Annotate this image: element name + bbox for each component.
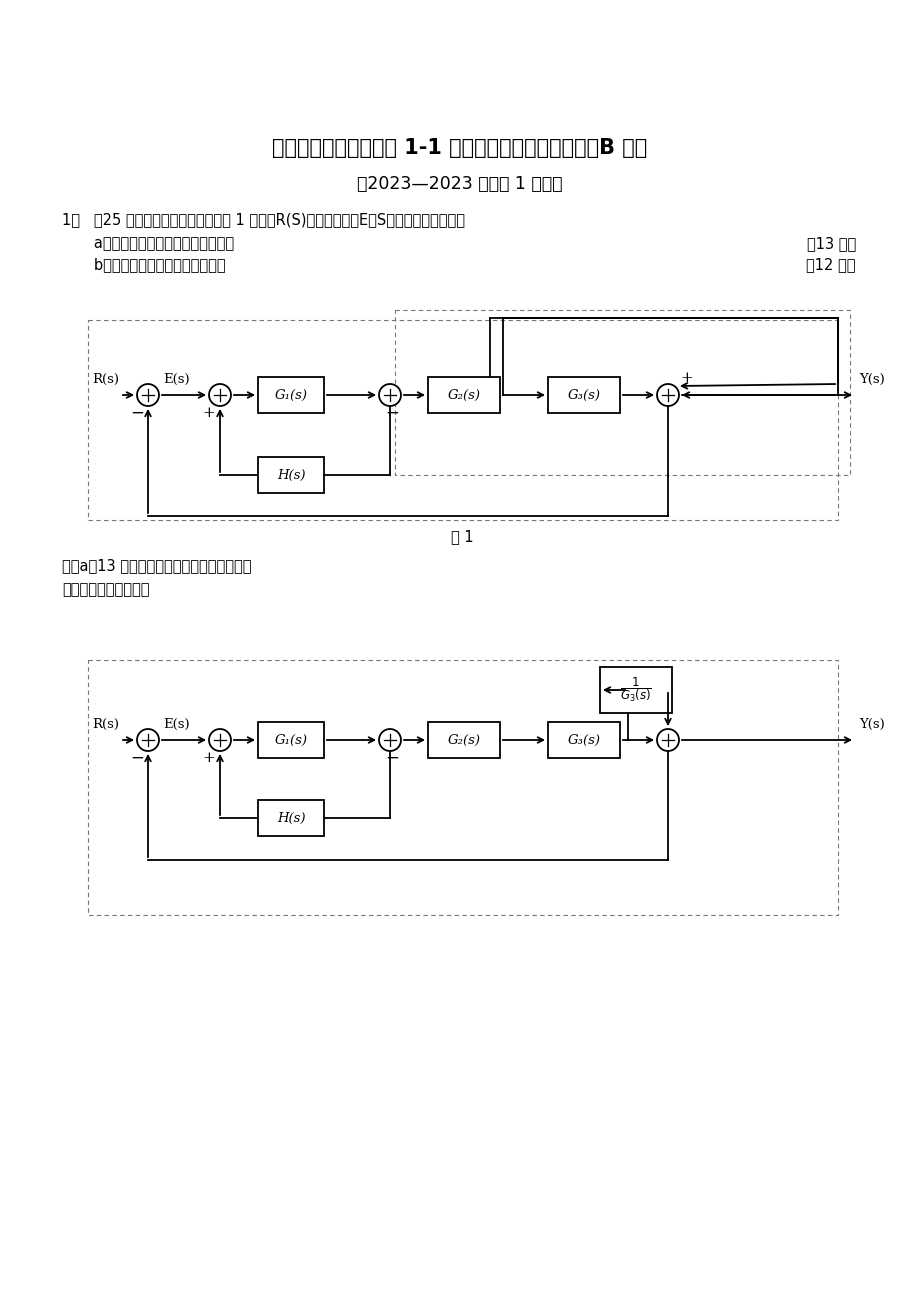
Bar: [394, 310, 849, 475]
Circle shape: [137, 729, 159, 751]
Text: 图 1: 图 1: [450, 530, 472, 545]
Circle shape: [379, 384, 401, 406]
Text: H(s): H(s): [277, 812, 305, 825]
Text: （2023—2023 学年第 1 学期）: （2023—2023 学年第 1 学期）: [357, 176, 562, 193]
Bar: [427, 377, 499, 412]
Text: H(s): H(s): [277, 468, 305, 481]
Circle shape: [137, 384, 159, 406]
Bar: [599, 667, 671, 713]
Text: −: −: [384, 749, 399, 766]
Text: a）求系统输入输出闭环传递函数；: a）求系统输入输出闭环传递函数；: [80, 237, 233, 251]
Bar: [548, 722, 619, 758]
Text: G₂(s): G₂(s): [447, 389, 480, 402]
Text: 四川大学自动控制原理 1-1 期末试题解答及评分标准（B 卷）: 四川大学自动控制原理 1-1 期末试题解答及评分标准（B 卷）: [272, 138, 647, 157]
Text: E(s): E(s): [163, 372, 189, 385]
Circle shape: [656, 384, 678, 406]
Text: 方法一：结构图化简法: 方法一：结构图化简法: [62, 583, 150, 597]
Bar: [88, 660, 837, 915]
Text: G₃(s): G₃(s): [567, 734, 600, 747]
Bar: [257, 722, 323, 758]
Text: （13 分）: （13 分）: [806, 237, 855, 251]
Bar: [88, 320, 837, 520]
Bar: [427, 722, 499, 758]
Text: −: −: [130, 749, 143, 766]
Text: G₁(s): G₁(s): [274, 389, 307, 402]
Bar: [257, 800, 323, 837]
Circle shape: [379, 729, 401, 751]
Bar: [257, 377, 323, 412]
Bar: [257, 457, 323, 493]
Text: Y(s): Y(s): [858, 372, 884, 385]
Text: R(s): R(s): [92, 717, 119, 730]
Text: $\dfrac{1}{G_3(s)}$: $\dfrac{1}{G_3(s)}$: [619, 675, 652, 704]
Text: E(s): E(s): [163, 717, 189, 730]
Text: G₂(s): G₂(s): [447, 734, 480, 747]
Text: −: −: [384, 405, 399, 422]
Text: 解：a）13 分求系统输入输出闭环传递函数：: 解：a）13 分求系统输入输出闭环传递函数：: [62, 558, 251, 574]
Text: +: +: [679, 371, 692, 385]
Bar: [548, 377, 619, 412]
Circle shape: [209, 384, 231, 406]
Text: Y(s): Y(s): [858, 717, 884, 730]
Text: b）求系统的跟踪误差传递函数。: b）求系统的跟踪误差传递函数。: [80, 258, 225, 272]
Circle shape: [209, 729, 231, 751]
Text: R(s): R(s): [92, 372, 119, 385]
Circle shape: [656, 729, 678, 751]
Text: +: +: [202, 751, 214, 765]
Text: 1．   （25 分）某控制系统结构图如图 1 所示。R(S)为给定输入，E（S）为系统跟踪误差。: 1． （25 分）某控制系统结构图如图 1 所示。R(S)为给定输入，E（S）为…: [62, 212, 464, 228]
Text: +: +: [202, 406, 214, 420]
Text: G₁(s): G₁(s): [274, 734, 307, 747]
Text: −: −: [130, 405, 143, 422]
Text: （12 分）: （12 分）: [806, 258, 855, 272]
Text: G₃(s): G₃(s): [567, 389, 600, 402]
